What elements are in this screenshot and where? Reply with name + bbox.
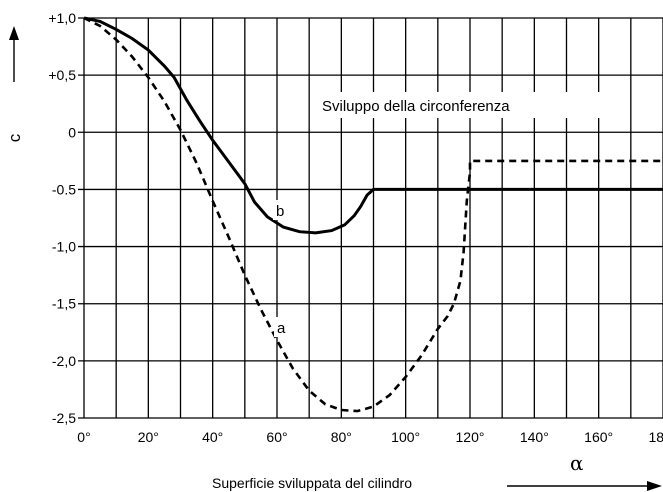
x-tick-label: 100° — [391, 429, 420, 445]
y-tick-label: +1,0 — [48, 10, 76, 26]
y-axis-tick-labels: +1,0 +0,5 0 -0.5 -1,0 -1,5 -2,0 -2,5 — [48, 10, 76, 426]
y-tick-label: -1,0 — [52, 239, 76, 255]
y-tick-label: +0,5 — [48, 67, 76, 83]
y-axis-arrow-head — [9, 26, 19, 40]
x-tick-label: 180° — [649, 429, 663, 445]
x-axis-symbol: α — [570, 451, 584, 475]
x-tick-label: 60° — [266, 429, 287, 445]
series-b-line — [83, 16, 663, 235]
sviluppo-annotation: Sviluppo della circonferenza — [322, 98, 510, 115]
sviluppo-label-background — [316, 92, 608, 118]
series-lines — [83, 16, 663, 413]
x-axis-label: Superficie sviluppata del cilindro — [212, 475, 412, 491]
x-axis-tick-labels: 0° 20° 40° 60° 80° 100° 120° 140° 160° 180° — [77, 429, 663, 445]
y-tick-label: -0.5 — [52, 181, 76, 197]
y-tick-label: -2,0 — [52, 353, 76, 369]
label-b-background — [273, 200, 291, 220]
x-tick-label: 140° — [520, 429, 549, 445]
label-a-background — [274, 317, 292, 337]
x-axis-arrow-head — [647, 481, 662, 491]
y-tick-label: -1,5 — [52, 296, 76, 312]
grid — [78, 17, 663, 419]
x-tick-label: 160° — [584, 429, 613, 445]
y-tick-label: 0 — [68, 124, 76, 140]
series-a-line — [83, 16, 663, 413]
x-tick-label: 40° — [202, 429, 223, 445]
y-tick-label: -2,5 — [52, 410, 76, 426]
x-tick-label: 120° — [456, 429, 485, 445]
series-a-label: a — [277, 320, 286, 337]
y-axis-symbol: c — [5, 133, 24, 142]
x-tick-label: 20° — [138, 429, 159, 445]
x-tick-label: 0° — [77, 429, 90, 445]
series-b-label: b — [276, 203, 284, 220]
x-tick-label: 80° — [331, 429, 352, 445]
